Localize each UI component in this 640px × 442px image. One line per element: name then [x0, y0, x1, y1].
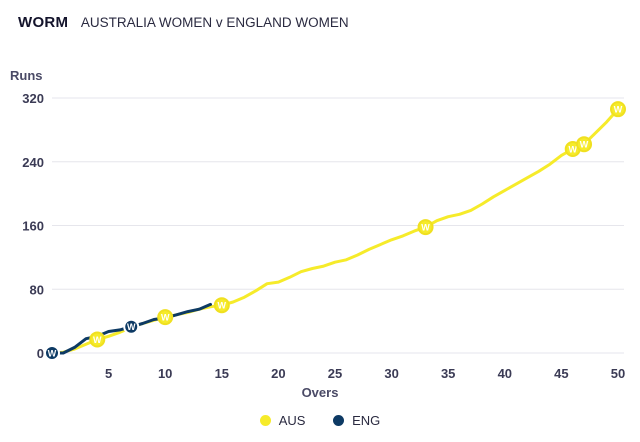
legend-label-eng: ENG	[352, 413, 381, 428]
grid-lines	[52, 97, 624, 354]
wicket-dot	[576, 136, 593, 153]
wicket-marker-eng-7[interactable]: W	[123, 318, 140, 335]
wicket-label: W	[421, 223, 430, 233]
series-line-aus	[50, 107, 620, 355]
wicket-marker-aus-4[interactable]: W	[89, 331, 106, 348]
y-tick-label-240: 240	[22, 155, 44, 170]
series-lines	[50, 107, 620, 355]
legend-item-eng[interactable]: ENG	[333, 413, 380, 428]
wicket-marker-aus-15[interactable]: W	[213, 297, 230, 314]
x-tick-label-20: 20	[271, 366, 285, 381]
wicket-dot	[610, 101, 626, 118]
legend-label-aus: AUS	[278, 413, 306, 428]
x-tick-label-15: 15	[215, 366, 229, 381]
wicket-label: W	[568, 145, 577, 155]
wicket-label: W	[161, 313, 170, 323]
x-tick-label-25: 25	[328, 366, 342, 381]
wicket-dot	[44, 345, 60, 361]
x-axis-label: Overs	[302, 385, 339, 400]
wicket-dot	[123, 318, 140, 335]
wicket-label: W	[127, 322, 136, 332]
wicket-marker-aus-33[interactable]: W	[417, 219, 434, 236]
x-tick-label-10: 10	[158, 366, 172, 381]
wicket-label: W	[580, 140, 589, 150]
legend-swatch-eng	[333, 415, 345, 426]
wicket-dot	[89, 331, 106, 348]
wicket-marker-eng-0[interactable]: W	[44, 345, 60, 361]
x-tick-label-5: 5	[105, 366, 112, 381]
legend-item-aus[interactable]: AUS	[259, 413, 306, 428]
x-tick-label-50: 50	[611, 366, 625, 381]
legend: AUS ENG	[0, 413, 640, 429]
wicket-dot	[213, 297, 230, 314]
wicket-marker-aus-47[interactable]: W	[576, 136, 593, 153]
wicket-label: W	[93, 335, 102, 345]
y-tick-label-0: 0	[37, 346, 44, 361]
wicket-label: W	[218, 301, 227, 311]
wicket-label: W	[48, 349, 57, 359]
x-axis-ticks: 5 10 15 20 25 30 35 40 45 50	[105, 366, 625, 381]
wicket-dot	[417, 219, 434, 236]
y-axis-ticks: 0 80 160 240 320	[22, 91, 44, 361]
wicket-marker-aus-50[interactable]: W	[610, 101, 626, 118]
chart-title: WORM	[18, 14, 69, 31]
x-tick-label-40: 40	[498, 366, 512, 381]
y-tick-label-160: 160	[22, 219, 44, 234]
chart-header: WORM AUSTRALIA WOMEN v ENGLAND WOMEN	[18, 14, 349, 32]
x-tick-label-35: 35	[441, 366, 455, 381]
y-tick-label-80: 80	[30, 282, 44, 297]
x-tick-label-45: 45	[554, 366, 568, 381]
y-axis-label: Runs	[10, 68, 43, 83]
wicket-marker-aus-10[interactable]: W	[157, 309, 174, 326]
wicket-label: W	[614, 105, 623, 115]
chart-subtitle: AUSTRALIA WOMEN v ENGLAND WOMEN	[80, 15, 349, 30]
x-tick-label-30: 30	[384, 366, 398, 381]
worm-chart: 0 80 160 240 320 5 10 15 20 25 30 35 40 45 50 Runs Ov…	[10, 68, 626, 400]
wicket-dot	[157, 309, 174, 326]
legend-swatch-aus	[259, 415, 271, 426]
y-tick-label-320: 320	[22, 91, 44, 106]
